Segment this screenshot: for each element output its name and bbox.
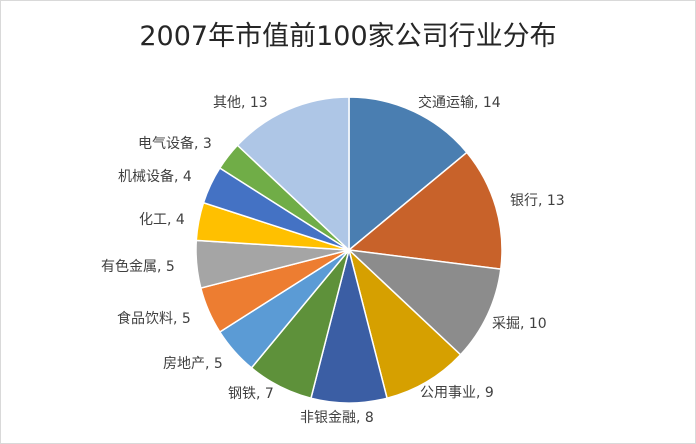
pie-slice-2 — [347, 151, 503, 271]
data-label-13: 其他, 13 — [213, 95, 268, 111]
data-label-7: 房地产, 5 — [163, 356, 223, 372]
pie-slice-1 — [348, 96, 468, 252]
chart-title: 2007年市值前100家公司行业分布 — [139, 21, 557, 52]
pie-slice-4 — [347, 247, 462, 400]
data-label-8: 食品饮料, 5 — [117, 310, 191, 327]
data-label-4: 公用事业, 9 — [420, 385, 494, 401]
pie-slice-3 — [346, 248, 502, 356]
data-label-9: 有色金属, 5 — [101, 258, 175, 275]
data-label-2: 银行, 13 — [510, 193, 565, 209]
data-label-11: 机械设备, 4 — [118, 168, 192, 185]
data-label-5: 非银金融, 8 — [300, 410, 374, 426]
data-label-3: 采掘, 10 — [492, 316, 547, 332]
pie-slices — [195, 96, 503, 404]
data-label-1: 交通运输, 14 — [418, 94, 501, 111]
data-label-10: 化工, 4 — [139, 212, 185, 228]
data-label-6: 钢铁, 7 — [228, 386, 274, 402]
data-labels: 交通运输, 14 银行, 13 采掘, 10 公用事业, 9 非银金融, 8 钢铁, 7 房… — [101, 94, 565, 426]
pie-slice-13 — [236, 96, 350, 252]
data-label-12: 电气设备, 3 — [138, 135, 212, 152]
